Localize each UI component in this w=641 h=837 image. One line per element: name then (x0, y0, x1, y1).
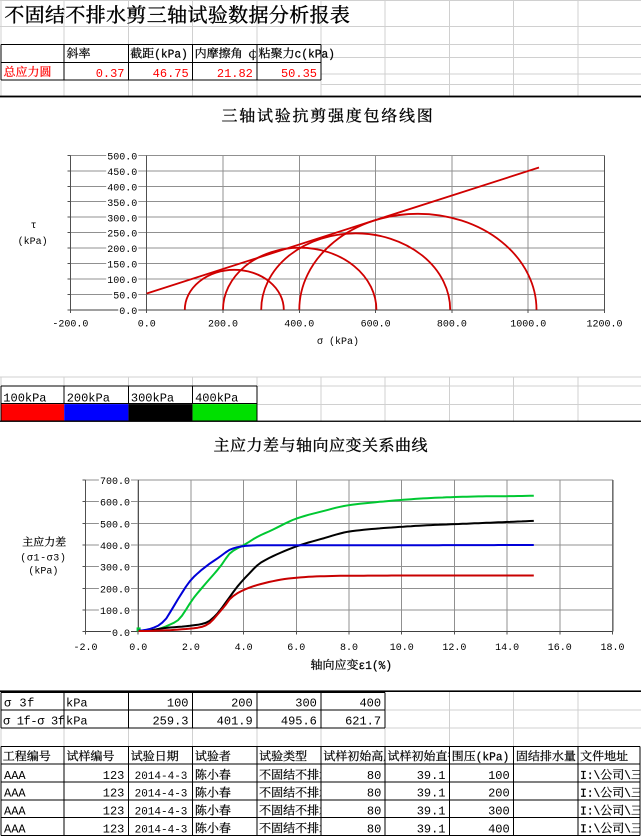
svg-text:1000.0: 1000.0 (510, 320, 546, 331)
svg-text:39.1: 39.1 (417, 822, 446, 836)
svg-text:12.0: 12.0 (442, 643, 466, 654)
svg-text:200.0: 200.0 (208, 320, 238, 331)
svg-text:80: 80 (367, 822, 381, 836)
svg-text:300: 300 (295, 696, 317, 710)
svg-text:2.0: 2.0 (182, 643, 200, 654)
svg-text:123: 123 (103, 822, 125, 836)
svg-text:400.0: 400.0 (284, 320, 314, 331)
svg-text:800.0: 800.0 (437, 320, 467, 331)
svg-text:400.0: 400.0 (107, 183, 137, 194)
svg-text:16.0: 16.0 (548, 643, 572, 654)
svg-text:2014-4-3: 2014-4-3 (135, 789, 188, 801)
svg-text:500.0: 500.0 (100, 520, 130, 531)
svg-text:200kPa: 200kPa (67, 391, 110, 405)
svg-text:80: 80 (367, 805, 381, 819)
svg-text:-200.0: -200.0 (52, 320, 88, 331)
svg-text:401.9: 401.9 (217, 714, 253, 728)
svg-text:τ: τ (31, 221, 37, 232)
svg-text:AAA: AAA (4, 805, 26, 819)
svg-text:300kPa: 300kPa (131, 391, 174, 405)
svg-text:80: 80 (367, 769, 381, 783)
svg-text:250.0: 250.0 (107, 230, 137, 241)
svg-text:200.0: 200.0 (107, 245, 137, 256)
svg-text:0.37: 0.37 (96, 67, 125, 81)
svg-text:2014-4-3: 2014-4-3 (135, 824, 188, 836)
svg-text:1200.0: 1200.0 (586, 320, 622, 331)
svg-text:300: 300 (488, 805, 510, 819)
svg-text:39.1: 39.1 (417, 787, 446, 801)
svg-text:400: 400 (359, 696, 381, 710)
svg-text:495.6: 495.6 (281, 714, 317, 728)
svg-text:621.7: 621.7 (345, 714, 381, 728)
svg-text:100.0: 100.0 (100, 607, 130, 618)
svg-text:500.0: 500.0 (107, 153, 137, 164)
svg-text:46.75: 46.75 (153, 67, 189, 81)
svg-text:14.0: 14.0 (495, 643, 519, 654)
svg-text:80: 80 (367, 787, 381, 801)
svg-text:2014-4-3: 2014-4-3 (135, 807, 188, 819)
svg-text:600.0: 600.0 (100, 499, 130, 510)
svg-text:200.0: 200.0 (100, 585, 130, 596)
svg-text:200: 200 (231, 696, 253, 710)
svg-text:350.0: 350.0 (107, 199, 137, 210)
svg-text:400.0: 400.0 (100, 542, 130, 553)
svg-text:σ (kPa): σ (kPa) (317, 336, 359, 348)
svg-text:0.0: 0.0 (138, 320, 156, 331)
svg-text:6.0: 6.0 (287, 643, 305, 654)
svg-text:50.35: 50.35 (281, 67, 317, 81)
svg-text:100: 100 (488, 769, 510, 783)
svg-text:σ 3f: σ 3f (4, 696, 35, 710)
svg-text:400kPa: 400kPa (195, 391, 238, 405)
svg-text:kPa: kPa (66, 696, 88, 710)
svg-text:2014-4-3: 2014-4-3 (135, 771, 188, 783)
svg-text:700.0: 700.0 (100, 477, 130, 488)
svg-text:200: 200 (488, 787, 510, 801)
svg-text:123: 123 (103, 787, 125, 801)
svg-text:18.0: 18.0 (600, 643, 624, 654)
svg-text:100.0: 100.0 (107, 276, 137, 287)
svg-text:4.0: 4.0 (235, 643, 253, 654)
svg-text:300.0: 300.0 (100, 564, 130, 575)
svg-text:kPa: kPa (66, 714, 88, 728)
svg-text:AAA: AAA (4, 822, 26, 836)
svg-text:450.0: 450.0 (107, 168, 137, 179)
svg-text:400: 400 (488, 822, 510, 836)
svg-text:123: 123 (103, 805, 125, 819)
svg-text:0.0: 0.0 (129, 643, 147, 654)
svg-text:100kPa: 100kPa (3, 391, 46, 405)
svg-text:-2.0: -2.0 (73, 643, 97, 654)
svg-text:10.0: 10.0 (390, 643, 414, 654)
svg-text:300.0: 300.0 (107, 214, 137, 225)
svg-text:(kPa): (kPa) (18, 236, 48, 248)
svg-text:39.1: 39.1 (417, 769, 446, 783)
svg-text:21.82: 21.82 (217, 67, 253, 81)
svg-text:259.3: 259.3 (152, 714, 188, 728)
svg-text:123: 123 (103, 769, 125, 783)
svg-text:8.0: 8.0 (340, 643, 358, 654)
svg-text:(σ1-σ3): (σ1-σ3) (20, 553, 66, 565)
svg-text:AAA: AAA (4, 769, 26, 783)
svg-text:150.0: 150.0 (107, 261, 137, 272)
svg-text:600.0: 600.0 (361, 320, 391, 331)
svg-text:AAA: AAA (4, 787, 26, 801)
svg-text:0.0: 0.0 (119, 307, 137, 318)
svg-text:50.0: 50.0 (113, 291, 137, 302)
svg-text:100: 100 (167, 696, 189, 710)
svg-text:39.1: 39.1 (417, 805, 446, 819)
svg-text:0.0: 0.0 (112, 629, 130, 640)
svg-text:(kPa): (kPa) (28, 566, 58, 578)
svg-text:σ 1f-σ 3f: σ 1f-σ 3f (3, 714, 65, 728)
